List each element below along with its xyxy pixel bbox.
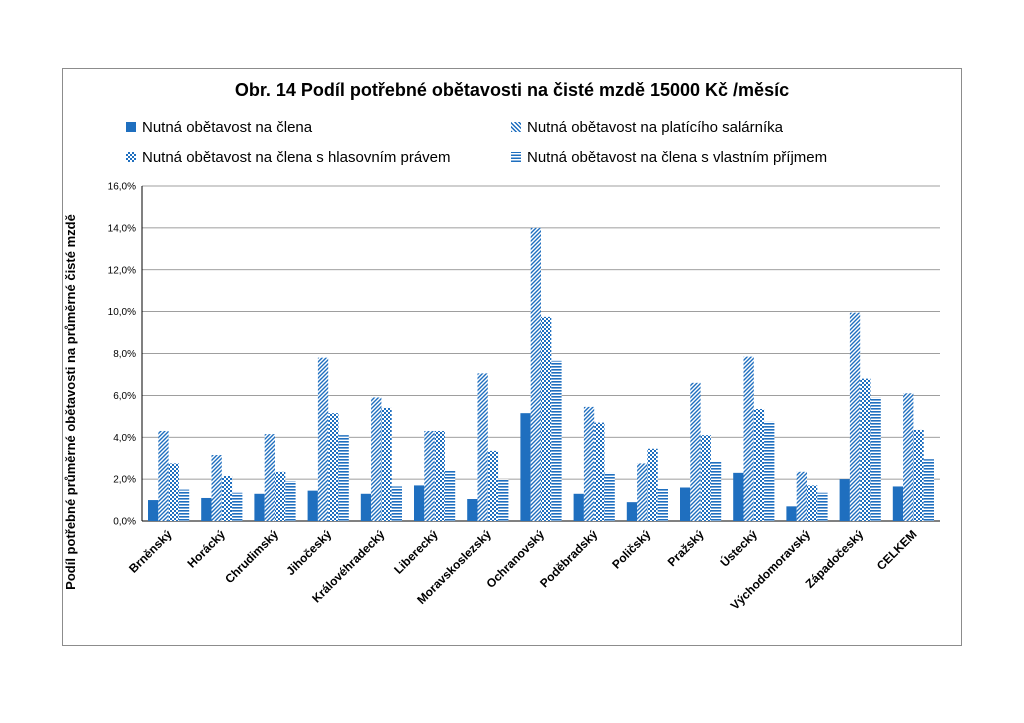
x-tick-label: Chrudimský (222, 527, 281, 586)
legend-swatch-diagonal (511, 122, 521, 132)
x-tick-label: Liberecký (391, 527, 441, 577)
bar-horizontal (764, 421, 775, 521)
bar-horizontal (285, 481, 296, 521)
bar-solid (201, 497, 212, 521)
bar-diagonal (424, 430, 435, 521)
bar-diagonal (583, 406, 595, 521)
y-tick-label: 14,0% (108, 223, 136, 234)
bar-horizontal (817, 492, 828, 521)
legend-label-3: Nutná obětavost na člena s hlasovním prá… (142, 149, 451, 166)
bar-diagonal (530, 227, 541, 521)
bar-layer (148, 227, 934, 521)
y-tick-label: 16,0% (108, 182, 136, 193)
bar-horizontal (498, 479, 509, 521)
bar-solid (733, 472, 744, 521)
bar-solid (680, 487, 691, 521)
y-tick-label: 12,0% (108, 265, 136, 276)
bar-checker (541, 316, 552, 521)
bar-solid (573, 493, 584, 521)
bar-diagonal (477, 373, 488, 521)
bar-diagonal (637, 463, 648, 521)
bar-horizontal (604, 472, 615, 521)
legend-item-2: Nutná obětavost na platícího salárníka (511, 119, 783, 136)
bar-checker (328, 413, 339, 521)
bar-checker (275, 471, 286, 521)
bar-solid (414, 485, 425, 521)
legend-label-2: Nutná obětavost na platícího salárníka (527, 119, 783, 136)
bar-solid (892, 486, 904, 521)
bar-diagonal (371, 397, 382, 521)
bar-diagonal (849, 312, 861, 521)
bar-checker (594, 422, 605, 521)
legend-item-3: Nutná obětavost na člena s hlasovním prá… (126, 149, 451, 166)
bar-checker (434, 430, 445, 521)
y-tick-label: 8,0% (113, 349, 136, 360)
bar-diagonal (317, 357, 329, 521)
bar-solid (307, 490, 318, 521)
bar-horizontal (923, 459, 934, 521)
bar-horizontal (657, 488, 668, 521)
legend-swatch-solid (126, 122, 136, 132)
x-tick-label: Poděbradský (537, 527, 600, 590)
x-tick-label: Pražský (665, 527, 707, 569)
x-tick-label: Brněnský (126, 527, 175, 576)
legend-item-4: Nutná obětavost na člena s vlastním příj… (511, 149, 827, 166)
bar-checker (647, 448, 658, 521)
bar-horizontal (870, 397, 881, 521)
bar-solid (467, 499, 478, 521)
bar-checker (381, 407, 392, 521)
bar-diagonal (743, 356, 754, 521)
chart-frame (62, 68, 962, 646)
bar-checker (168, 463, 179, 521)
bar-horizontal (710, 461, 722, 521)
y-tick-label: 10,0% (108, 307, 136, 318)
bar-horizontal (391, 486, 402, 521)
legend-label-4: Nutná obětavost na člena s vlastním příj… (527, 149, 828, 166)
legend-label-1: Nutná obětavost na člena (142, 119, 313, 136)
bar-horizontal (338, 435, 349, 521)
bar-solid (626, 502, 638, 521)
x-tick-label: Ústecký (717, 526, 760, 569)
bar-horizontal (178, 489, 190, 521)
legend-item-1: Nutná obětavost na člena (126, 119, 312, 136)
bar-solid (148, 500, 159, 521)
bar-checker (753, 408, 765, 521)
bar-horizontal (551, 360, 562, 521)
bar-solid (254, 493, 265, 521)
bar-horizontal (232, 492, 243, 521)
chart-title: Obr. 14 Podíl potřebné obětavosti na čis… (234, 80, 790, 100)
bar-diagonal (264, 434, 275, 521)
x-tick-label: Poličský (609, 527, 654, 572)
legend-swatch-horizontal (511, 152, 521, 162)
bar-diagonal (796, 471, 807, 521)
x-tick-label: Jihočeský (283, 527, 334, 578)
bar-checker (913, 429, 924, 521)
bar-solid (786, 506, 797, 521)
bar-diagonal (158, 430, 169, 521)
legend-swatch-checker (126, 152, 136, 162)
bar-checker (860, 378, 871, 521)
bar-horizontal (444, 470, 456, 521)
bar-solid (839, 479, 850, 521)
bar-diagonal (690, 382, 701, 521)
bar-checker (807, 485, 818, 521)
bar-checker (487, 450, 499, 521)
x-tick-label: CELKEM (874, 527, 920, 573)
y-tick-label: 2,0% (113, 475, 136, 486)
y-tick-label: 0,0% (113, 517, 136, 528)
x-tick-label: Horácký (185, 527, 229, 571)
y-tick-layer: 0,0% 2,0% 4,0% 6,0% 8,0% 10,0% 12,0% 14,0% 16,0% (108, 182, 136, 528)
y-tick-label: 4,0% (113, 433, 136, 444)
y-tick-label: 6,0% (113, 391, 136, 402)
bar-diagonal (903, 393, 914, 521)
bar-solid (520, 413, 531, 521)
bar-checker (221, 475, 233, 521)
bar-diagonal (211, 455, 222, 521)
bar-solid (360, 493, 372, 521)
bar-checker (700, 435, 711, 521)
